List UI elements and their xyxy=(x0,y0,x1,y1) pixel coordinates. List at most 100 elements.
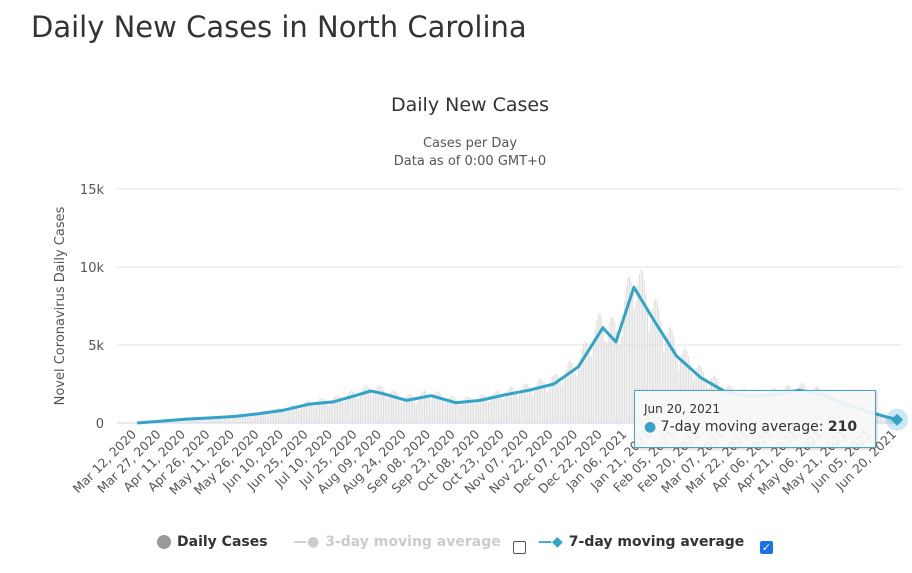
daily-bar xyxy=(240,416,242,423)
daily-bar xyxy=(248,412,250,423)
daily-bar xyxy=(292,404,294,423)
daily-bar xyxy=(228,416,230,423)
daily-bar xyxy=(543,383,545,423)
daily-bar xyxy=(197,419,199,423)
daily-bar xyxy=(327,404,329,423)
daily-bar xyxy=(345,398,347,423)
daily-bar xyxy=(665,342,667,423)
y-tick-label: 10k xyxy=(80,261,105,276)
daily-bar xyxy=(322,398,324,423)
daily-bar xyxy=(261,411,263,423)
daily-bar xyxy=(624,300,626,423)
7day-checkbox[interactable]: ✓ xyxy=(760,541,773,554)
daily-bar xyxy=(550,381,552,423)
daily-bar xyxy=(609,321,611,423)
daily-bar xyxy=(260,411,261,423)
daily-bar xyxy=(515,393,517,423)
daily-bar xyxy=(602,325,604,423)
daily-bar xyxy=(412,397,414,423)
daily-bar xyxy=(474,403,476,423)
legend-3day[interactable]: —● 3-day moving average xyxy=(293,534,501,550)
daily-bar xyxy=(569,360,571,423)
daily-bar xyxy=(494,391,496,423)
daily-bar xyxy=(312,405,314,423)
daily-bar xyxy=(533,390,535,423)
daily-bar xyxy=(409,394,411,423)
daily-bar xyxy=(547,392,548,423)
daily-bar xyxy=(469,398,471,423)
daily-bar xyxy=(202,417,204,423)
daily-bar xyxy=(243,415,245,423)
daily-bar xyxy=(668,328,670,423)
daily-bar xyxy=(596,319,598,423)
chart-subtitle-1: Cases per Day xyxy=(423,136,517,151)
tooltip-value: 210 xyxy=(827,419,858,435)
daily-bar xyxy=(391,391,393,423)
daily-bar xyxy=(227,417,229,423)
daily-bar xyxy=(584,341,586,423)
daily-bar xyxy=(360,393,362,423)
daily-bar xyxy=(451,396,453,423)
daily-bar xyxy=(466,396,468,423)
daily-bar xyxy=(422,391,424,423)
chart-title: Daily New Cases xyxy=(391,94,549,116)
daily-bar xyxy=(268,412,270,423)
daily-bar xyxy=(615,330,617,423)
legend-7day[interactable]: —◆ 7-day moving average xyxy=(538,534,744,550)
daily-bar xyxy=(579,357,581,423)
daily-bar xyxy=(465,397,466,423)
daily-bar xyxy=(525,383,527,423)
daily-bar xyxy=(314,407,316,423)
daily-bar xyxy=(350,390,352,423)
daily-bar xyxy=(478,397,480,423)
daily-bar xyxy=(384,394,386,423)
daily-bar xyxy=(548,386,550,423)
daily-bar xyxy=(364,385,366,423)
daily-bar xyxy=(686,350,688,423)
y-axis-label: Novel Coronavirus Daily Cases xyxy=(53,206,68,405)
daily-bar xyxy=(205,416,207,423)
daily-bar xyxy=(681,354,683,423)
daily-bar xyxy=(410,395,412,423)
daily-bar xyxy=(187,418,189,423)
daily-bar xyxy=(614,321,616,423)
daily-bar xyxy=(219,415,220,423)
point-marker[interactable] xyxy=(891,413,903,426)
chart-subtitle-2: Data as of 0:00 GMT+0 xyxy=(394,154,546,169)
daily-bar xyxy=(456,401,458,423)
daily-bar xyxy=(168,421,170,423)
daily-bar xyxy=(274,409,276,423)
daily-bar xyxy=(192,418,194,423)
daily-bar xyxy=(545,387,547,423)
daily-bar xyxy=(684,348,686,423)
daily-bar xyxy=(573,367,575,423)
daily-bar xyxy=(553,374,555,423)
daily-bar xyxy=(656,300,658,423)
daily-bar xyxy=(181,419,183,423)
daily-bar xyxy=(527,384,529,423)
daily-bar xyxy=(376,387,378,423)
line-marker-icon: —● xyxy=(293,534,320,550)
daily-bar xyxy=(492,393,494,423)
daily-bar xyxy=(620,336,622,423)
legend-daily-cases[interactable]: Daily Cases xyxy=(157,534,268,550)
daily-bar xyxy=(642,270,644,423)
daily-bar xyxy=(319,399,321,423)
daily-bar xyxy=(555,373,557,423)
3day-checkbox[interactable] xyxy=(513,541,526,554)
daily-bar xyxy=(583,343,585,423)
daily-bar xyxy=(487,401,489,423)
daily-bar xyxy=(658,308,660,423)
daily-bar xyxy=(325,401,327,423)
daily-bar xyxy=(425,391,427,423)
daily-bar xyxy=(604,340,606,423)
daily-bar xyxy=(323,399,325,423)
daily-bar xyxy=(881,416,883,423)
daily-bar xyxy=(586,342,588,423)
daily-bar xyxy=(883,416,885,423)
daily-bar xyxy=(655,298,657,423)
daily-bar xyxy=(627,278,629,423)
daily-bar xyxy=(330,402,332,423)
legend-label: 3-day moving average xyxy=(325,534,501,550)
daily-bar xyxy=(424,390,425,423)
